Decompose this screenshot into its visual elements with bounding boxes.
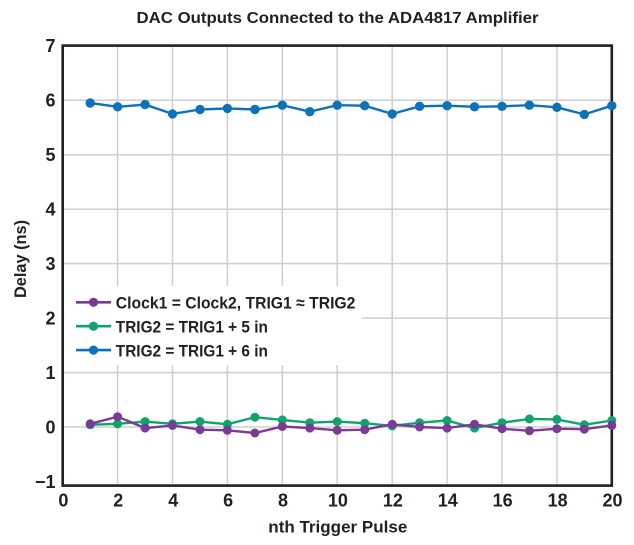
svg-text:0: 0 (58, 491, 68, 511)
svg-text:6: 6 (223, 491, 233, 511)
svg-text:6: 6 (45, 91, 55, 111)
svg-text:4: 4 (45, 200, 55, 220)
svg-text:−1: −1 (35, 472, 56, 492)
svg-text:0: 0 (45, 417, 55, 437)
svg-text:TRIG2 = TRIG1 + 6 in: TRIG2 = TRIG1 + 6 in (116, 341, 268, 360)
svg-text:8: 8 (278, 491, 288, 511)
svg-text:16: 16 (493, 491, 513, 511)
svg-text:10: 10 (328, 491, 348, 511)
svg-text:3: 3 (45, 254, 55, 274)
svg-text:18: 18 (548, 491, 568, 511)
svg-text:4: 4 (168, 491, 178, 511)
svg-text:5: 5 (45, 145, 55, 165)
svg-text:Delay (ns): Delay (ns) (11, 220, 30, 298)
svg-text:14: 14 (438, 491, 458, 511)
svg-text:2: 2 (45, 309, 55, 329)
svg-text:12: 12 (383, 491, 403, 511)
svg-text:DAC Outputs Connected to the A: DAC Outputs Connected to the ADA4817 Amp… (137, 10, 539, 27)
svg-text:1: 1 (45, 363, 55, 383)
svg-text:TRIG2 = TRIG1 + 5 in: TRIG2 = TRIG1 + 5 in (116, 317, 268, 336)
svg-text:Clock1 = Clock2, TRIG1 ≈ TRIG2: Clock1 = Clock2, TRIG1 ≈ TRIG2 (116, 294, 356, 313)
svg-text:20: 20 (602, 491, 622, 511)
svg-text:7: 7 (45, 36, 55, 56)
svg-text:nth Trigger Pulse: nth Trigger Pulse (268, 518, 407, 537)
svg-text:2: 2 (113, 491, 123, 511)
